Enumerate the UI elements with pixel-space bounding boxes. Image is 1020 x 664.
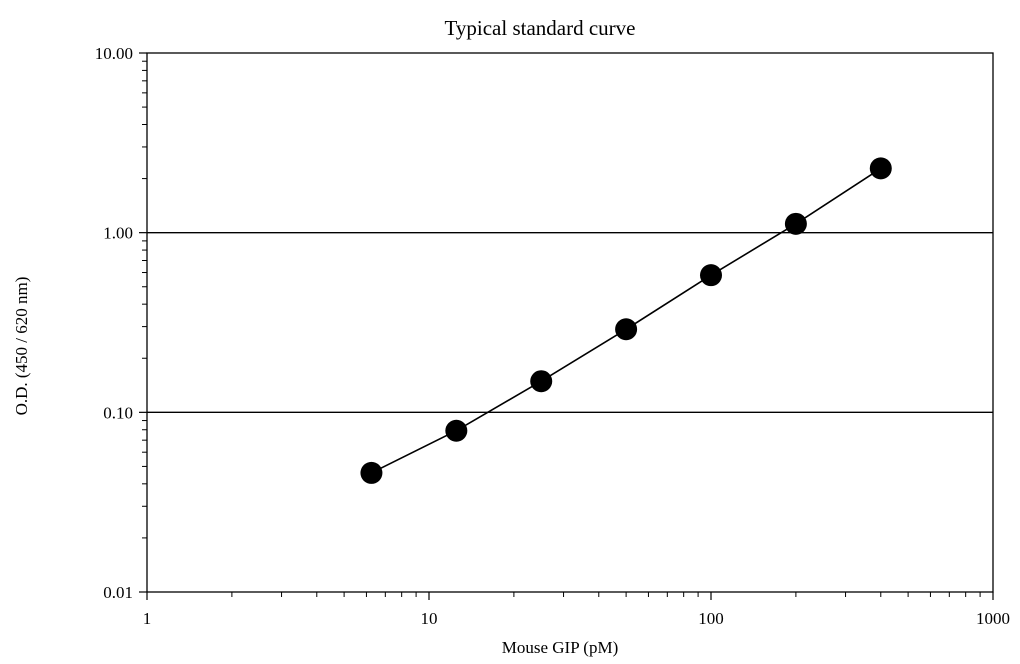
x-tick-label: 10 [421,609,438,628]
data-point [700,264,722,287]
axes [146,52,994,593]
tick-labels: 1 10 100 1000 0.01 0.10 1.00 10.00 [95,44,1010,628]
data-series [360,157,892,484]
x-tick-label: 100 [698,609,724,628]
x-axis-label: Mouse GIP (pM) [502,638,618,657]
y-axis-label: O.D. (450 / 620 nm) [12,277,31,416]
data-point [784,212,807,235]
data-point [530,370,553,393]
plot-frame [146,52,994,593]
data-point [615,318,638,341]
data-point [445,419,468,442]
y-tick-label: 0.10 [103,403,133,422]
tick-marks [139,52,994,600]
data-point [360,461,383,484]
x-tick-label: 1000 [976,609,1010,628]
data-point [869,157,892,180]
chart-title: Typical standard curve [445,16,636,40]
gridlines [147,232,993,413]
x-tick-label: 1 [143,609,152,628]
y-tick-label: 0.01 [103,583,133,602]
y-tick-label: 1.00 [103,224,133,243]
y-tick-label: 10.00 [95,44,133,63]
